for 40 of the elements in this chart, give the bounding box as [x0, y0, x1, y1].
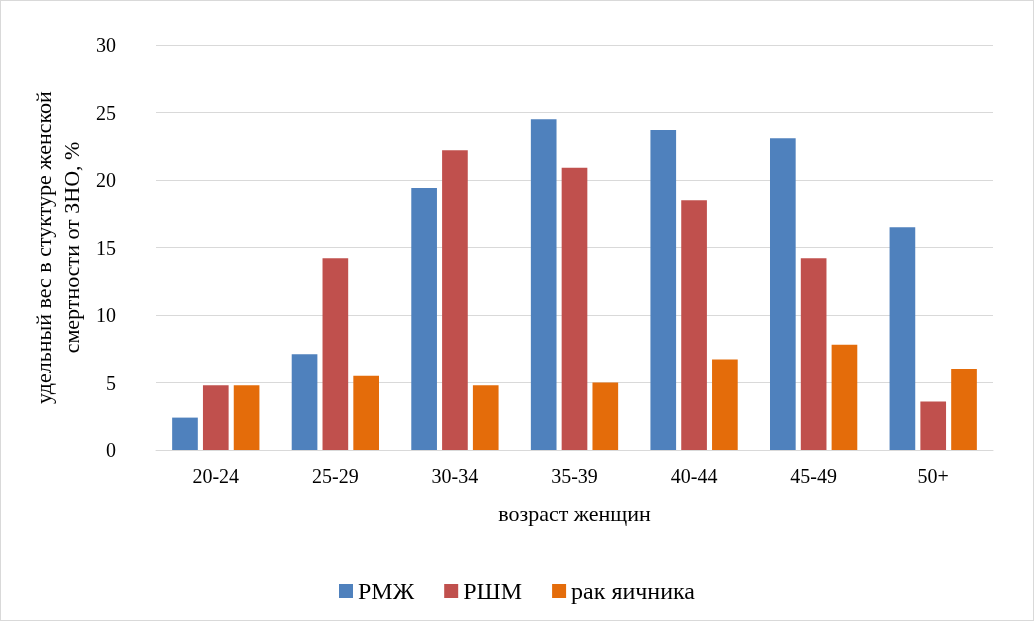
legend-label: РМЖ	[358, 578, 415, 604]
y-tick-label: 25	[96, 101, 116, 124]
bar	[472, 385, 499, 450]
bar	[411, 188, 437, 450]
legend-label: рак яичника	[571, 578, 696, 604]
x-tick-label: 35-39	[551, 465, 598, 487]
y-tick-label: 10	[96, 304, 116, 326]
bar	[920, 401, 947, 450]
bar	[322, 258, 349, 450]
bar	[889, 227, 916, 450]
bar	[712, 359, 738, 450]
bar	[800, 258, 827, 450]
bar	[172, 417, 198, 450]
legend-label: РШМ	[463, 578, 523, 604]
bar	[770, 138, 796, 450]
x-tick-label: 20-24	[192, 465, 240, 487]
x-tick-label: 50+	[917, 465, 949, 487]
x-tick-label: 25-29	[312, 465, 359, 487]
y-tick-label: 15	[96, 236, 116, 259]
x-tick-label: 45-49	[790, 465, 837, 487]
bar	[233, 385, 260, 450]
bar	[592, 382, 619, 450]
y-axis-title: удельный вес в стуктуре женской смертности от ЗНО, %	[30, 90, 84, 404]
bar	[353, 375, 379, 450]
y-tick-label: 0	[106, 439, 116, 461]
x-axis-title: возраст женщин	[498, 500, 651, 526]
bar	[530, 119, 557, 450]
bar	[951, 369, 977, 450]
x-tick-label: 40-44	[670, 465, 718, 487]
bar	[681, 200, 707, 450]
bar	[202, 385, 229, 450]
bar	[442, 150, 468, 450]
bar	[650, 130, 677, 450]
y-tick-label: 20	[96, 169, 116, 191]
bar	[561, 167, 588, 450]
x-tick-label: 30-34	[431, 465, 479, 487]
y-tick-label: 5	[106, 371, 116, 394]
bar	[831, 344, 858, 450]
bar	[291, 354, 318, 450]
y-tick-label: 30	[96, 34, 116, 56]
